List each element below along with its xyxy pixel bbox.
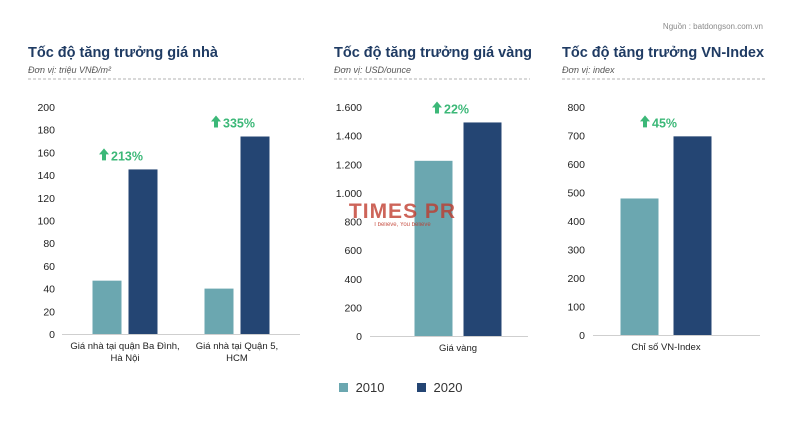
chart3-ytick-label: 100 bbox=[567, 302, 585, 314]
chart1-ytick-label: 60 bbox=[43, 261, 55, 273]
chart1-ytick-label: 140 bbox=[37, 170, 55, 182]
chart2-ytick-label: 1.400 bbox=[336, 131, 362, 143]
chart2-ytick-label: 400 bbox=[344, 274, 362, 286]
chart3-ytick-label: 200 bbox=[567, 273, 585, 285]
chart2-ytick-label: 1.600 bbox=[336, 102, 362, 114]
chart1-ytick-label: 80 bbox=[43, 238, 55, 250]
chart2-ytick-label: 800 bbox=[344, 217, 362, 229]
legend-label-2020: 2020 bbox=[433, 380, 463, 395]
chart1-ytick-label: 180 bbox=[37, 125, 55, 137]
chart3-bar-2010 bbox=[620, 198, 659, 335]
chart3-unit-label: Đơn vị: index bbox=[562, 65, 615, 75]
chart1-category-label: Giá nhà tại Quận 5, bbox=[196, 341, 278, 352]
chart1-title: Tốc độ tăng trưởng giá nhà bbox=[28, 45, 219, 61]
chart2-ytick-label: 0 bbox=[356, 331, 362, 343]
chart3-growth-label: 45% bbox=[652, 116, 677, 130]
chart2-title: Tốc độ tăng trưởng giá vàng bbox=[334, 45, 532, 61]
chart1-ytick-label: 40 bbox=[43, 284, 55, 296]
chart2-growth-label: 22% bbox=[444, 102, 469, 116]
chart1-growth-arrow-icon bbox=[99, 148, 109, 161]
chart1-ytick-label: 20 bbox=[43, 306, 55, 318]
chart1-ytick-label: 0 bbox=[49, 329, 55, 341]
chart3-ytick-label: 700 bbox=[567, 131, 585, 143]
chart1-unit-label: Đơn vị: triệu VNĐ/m² bbox=[28, 65, 112, 75]
chart1-growth-label: 335% bbox=[223, 117, 255, 131]
chart2-ytick-label: 1.200 bbox=[336, 159, 362, 171]
chart1-bar-2010 bbox=[92, 280, 122, 334]
chart1-bar-2010 bbox=[204, 288, 234, 334]
chart3-ytick-label: 400 bbox=[567, 216, 585, 228]
chart1-ytick-label: 120 bbox=[37, 193, 55, 205]
chart3-ytick-label: 800 bbox=[567, 102, 585, 114]
legend-swatch-2020 bbox=[416, 383, 426, 392]
chart3-growth-arrow-icon bbox=[640, 115, 650, 128]
chart1-growth-arrow-icon bbox=[211, 115, 221, 128]
chart1-ytick-label: 100 bbox=[37, 216, 55, 228]
chart2-ytick-label: 600 bbox=[344, 245, 362, 257]
chart1-ytick-label: 160 bbox=[37, 147, 55, 159]
chart1-category-label: Hà Nội bbox=[110, 353, 139, 364]
chart3-category-label: Chỉ số VN-Index bbox=[631, 342, 700, 353]
chart3-ytick-label: 0 bbox=[579, 330, 585, 342]
chart3-title: Tốc độ tăng trưởng VN-Index bbox=[562, 45, 764, 61]
chart1-category-label: HCM bbox=[226, 353, 248, 364]
chart2-category-label: Giá vàng bbox=[439, 343, 477, 354]
chart3-ytick-label: 500 bbox=[567, 188, 585, 200]
legend: 2010 2020 bbox=[0, 380, 801, 395]
legend-item-2010: 2010 bbox=[338, 380, 385, 395]
chart2-bar-2010 bbox=[414, 160, 453, 336]
chart1-bar-2020 bbox=[128, 169, 158, 334]
legend-item-2020: 2020 bbox=[416, 380, 463, 395]
chart2-growth-arrow-icon bbox=[432, 101, 442, 114]
chart3-ytick-label: 600 bbox=[567, 159, 585, 171]
chart1-bar-2020 bbox=[240, 136, 270, 334]
chart2-unit-label: Đơn vị: USD/ounce bbox=[334, 65, 411, 75]
legend-label-2010: 2010 bbox=[355, 380, 385, 395]
chart1-ytick-label: 200 bbox=[37, 102, 55, 114]
source-note: Nguồn : batdongson.com.vn bbox=[662, 22, 763, 31]
chart1-category-label: Giá nhà tại quận Ba Đình, bbox=[70, 341, 179, 352]
legend-swatch-2010 bbox=[338, 383, 348, 392]
chart2-bar-2020 bbox=[463, 122, 502, 337]
chart2-ytick-label: 1.000 bbox=[336, 188, 362, 200]
chart3-ytick-label: 300 bbox=[567, 245, 585, 257]
chart3-bar-2020 bbox=[673, 136, 712, 335]
chart1-growth-label: 213% bbox=[111, 149, 143, 163]
chart2-ytick-label: 200 bbox=[344, 302, 362, 314]
